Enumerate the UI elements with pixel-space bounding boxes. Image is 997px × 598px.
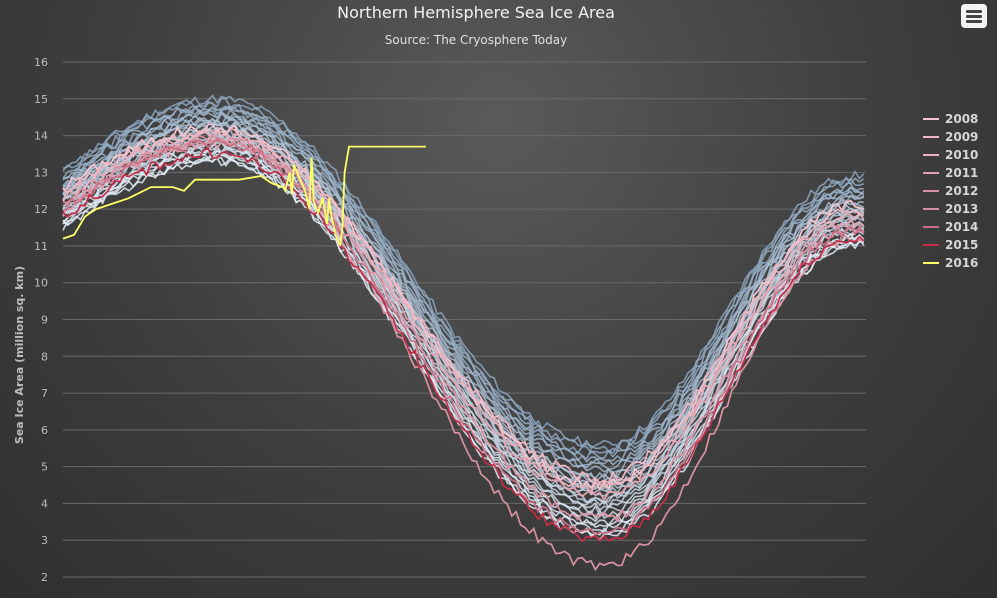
legend-swatch (923, 208, 939, 210)
legend-swatch (923, 244, 939, 246)
chart-menu-button[interactable] (961, 4, 987, 28)
y-axis-ticks: 2 3 4 5 6 7 8 9 10 11 12 13 14 15 16 (34, 56, 48, 584)
y-tick-label: 4 (41, 497, 48, 510)
legend-swatch (923, 172, 939, 174)
legend-swatch (923, 118, 939, 120)
historical-series-line (62, 145, 865, 523)
series-line-2012 (62, 134, 865, 572)
legend-item-2013[interactable]: 2013 (923, 200, 978, 218)
series-line-2015 (62, 147, 865, 543)
menu-icon-bar (966, 15, 982, 18)
y-axis-label: Sea Ice Area (million sq. km) (13, 266, 26, 444)
series-line-2011 (62, 139, 865, 502)
legend-swatch (923, 226, 939, 228)
historical-series-line (62, 112, 865, 474)
legend-label: 2014 (945, 220, 979, 234)
y-tick-label: 14 (34, 130, 48, 143)
legend-item-2008[interactable]: 2008 (923, 110, 978, 128)
historical-series-line (62, 116, 865, 480)
series-line-2009 (62, 127, 865, 484)
legend-label: 2015 (945, 238, 979, 252)
legend-item-2012[interactable]: 2012 (923, 182, 978, 200)
y-tick-label: 9 (41, 314, 48, 327)
historical-series-line (62, 134, 865, 506)
legend-swatch (923, 136, 939, 138)
historical-series-line (62, 126, 864, 496)
series-line-2016 (62, 145, 426, 247)
y-tick-label: 12 (34, 203, 48, 216)
legend-label: 2010 (945, 148, 979, 162)
y-tick-label: 6 (41, 424, 48, 437)
y-tick-label: 8 (41, 350, 48, 363)
legend-label: 2012 (945, 184, 979, 198)
y-tick-label: 7 (41, 387, 48, 400)
y-tick-label: 5 (41, 461, 48, 474)
menu-icon (966, 10, 982, 13)
y-tick-label: 11 (34, 240, 48, 253)
chart-subtitle: Source: The Cryosphere Today (384, 33, 568, 47)
y-tick-label: 13 (34, 166, 48, 179)
legend-label: 2008 (945, 112, 979, 126)
legend-item-2016[interactable]: 2016 (923, 254, 978, 272)
legend: 2008 2009 2010 2011 2012 2013 2014 2015 2016 (923, 110, 978, 272)
y-tick-label: 3 (41, 534, 48, 547)
legend-item-2015[interactable]: 2015 (923, 236, 978, 254)
historical-series-line (62, 108, 865, 466)
y-tick-label: 16 (34, 56, 48, 69)
legend-label: 2009 (945, 130, 979, 144)
legend-label: 2016 (945, 256, 979, 270)
legend-label: 2011 (945, 166, 979, 180)
legend-swatch (923, 262, 939, 264)
legend-item-2009[interactable]: 2009 (923, 128, 978, 146)
legend-item-2014[interactable]: 2014 (923, 218, 978, 236)
legend-swatch (923, 190, 939, 192)
legend-swatch (923, 154, 939, 156)
series-line-2008 (62, 123, 865, 491)
legend-label: 2013 (945, 202, 979, 216)
highlighted-series (62, 123, 865, 572)
legend-item-2010[interactable]: 2010 (923, 146, 978, 164)
y-tick-label: 15 (34, 93, 48, 106)
y-tick-label: 2 (41, 571, 48, 584)
legend-item-2011[interactable]: 2011 (923, 164, 978, 182)
historical-series-line (62, 94, 865, 450)
menu-icon-bar (966, 20, 982, 23)
series-line-2014 (62, 137, 865, 536)
series-line-2013 (62, 133, 865, 523)
chart-title: Northern Hemisphere Sea Ice Area (337, 3, 615, 22)
historical-series-line (62, 126, 865, 495)
y-tick-label: 10 (34, 277, 48, 290)
series-line-2010 (62, 130, 865, 496)
